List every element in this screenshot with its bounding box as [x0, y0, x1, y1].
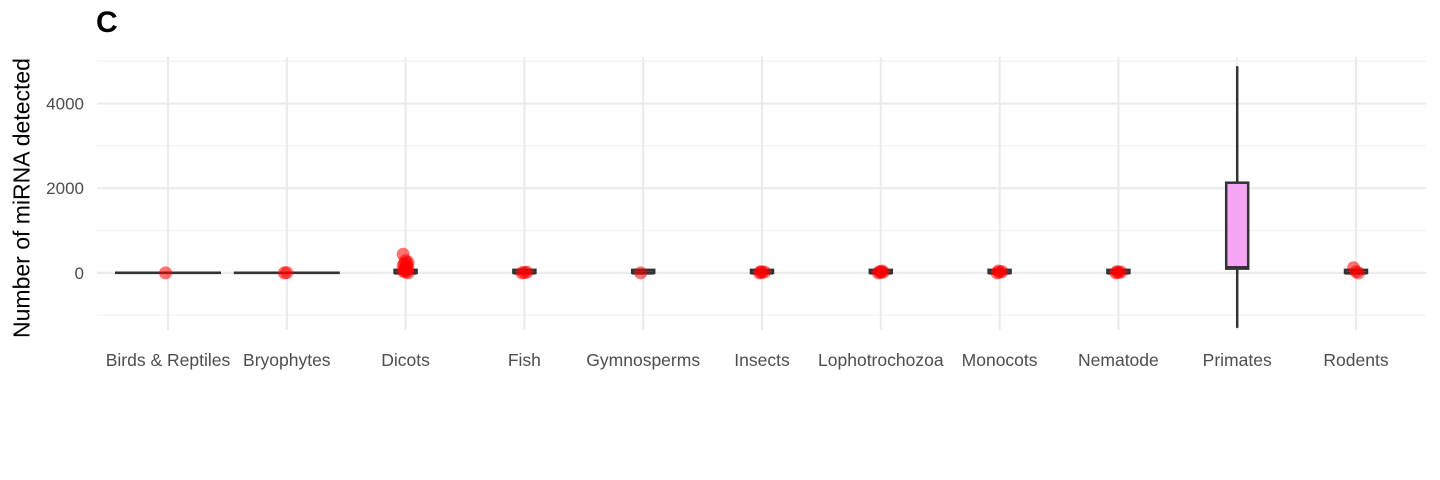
x-tick-label: Lophotrochozoa: [818, 350, 944, 370]
data-point: [401, 266, 415, 280]
data-point: [991, 264, 1005, 278]
x-tick-label: Dicots: [381, 350, 430, 370]
data-point: [1351, 266, 1365, 280]
x-tick-label: Bryophytes: [243, 350, 331, 370]
panel-label: C: [96, 6, 118, 39]
y-tick-label: 4000: [46, 95, 84, 114]
x-tick-label: Fish: [508, 350, 541, 370]
axis-labels-layer: 0 2000 4000 Birds & Reptiles Bryophytes Dicot…: [46, 95, 1389, 370]
grid-layer: [97, 57, 1426, 330]
x-tick-label: Rodents: [1323, 350, 1388, 370]
x-tick-label: Gymnosperms: [586, 350, 700, 370]
x-tick-label: Birds & Reptiles: [106, 350, 231, 370]
x-tick-label: Nematode: [1078, 350, 1159, 370]
x-tick-label: Primates: [1203, 350, 1272, 370]
x-tick-label: Monocots: [962, 350, 1038, 370]
data-point: [634, 266, 648, 280]
data-point: [280, 266, 294, 280]
box: [1224, 181, 1250, 270]
data-point: [875, 264, 889, 278]
x-tick-label: Insects: [734, 350, 790, 370]
boxes-layer: [115, 66, 1369, 328]
data-point: [1110, 265, 1124, 279]
data-point: [754, 265, 768, 279]
y-tick-label: 0: [75, 264, 84, 283]
data-point: [520, 265, 534, 279]
data-point: [159, 266, 173, 280]
points-layer: [159, 247, 1365, 280]
y-tick-label: 2000: [46, 179, 84, 198]
